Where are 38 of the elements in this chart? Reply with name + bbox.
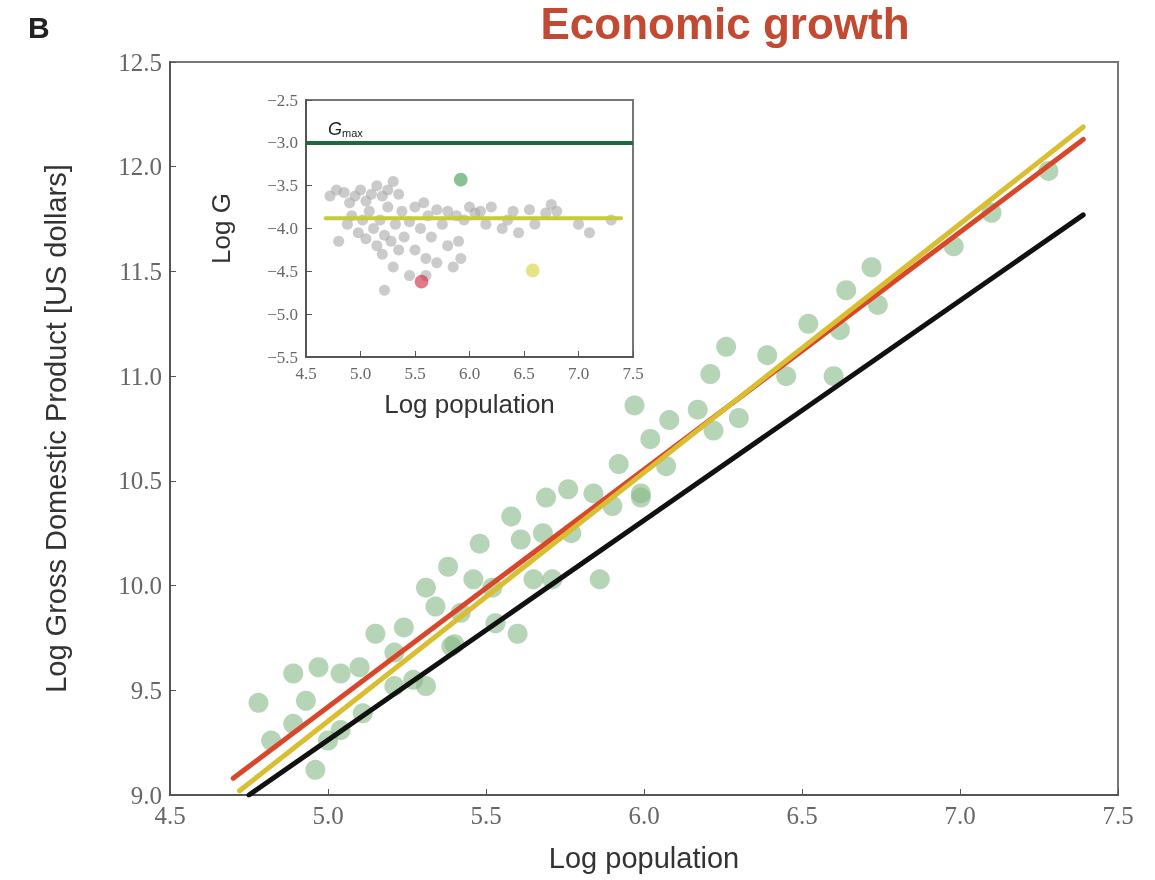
x-tick-label: 7.0 — [567, 364, 590, 383]
x-axis-title: Log population — [384, 389, 555, 419]
y-tick-label: −3.0 — [267, 133, 298, 153]
text: B — [28, 10, 50, 44]
x-tick-label: 7.0 — [944, 802, 976, 829]
y-axis-title: Log Gross Domestic Product [US dollars] — [39, 164, 72, 693]
y-tick-label: 10.5 — [118, 467, 162, 495]
point — [453, 172, 468, 187]
x-axis-title: Log population — [548, 841, 740, 874]
y-tick-label: 10.0 — [118, 572, 162, 600]
x-tick-label: 6.0 — [458, 364, 481, 383]
x-tick-label: 5.5 — [404, 364, 426, 383]
y-tick-label: 9.0 — [130, 781, 162, 809]
x-tick-label: 5.0 — [349, 364, 372, 383]
y-tick-label: 11.5 — [119, 257, 162, 285]
y-tick-label: 9.5 — [130, 676, 162, 704]
x-tick-label: 6.5 — [513, 364, 535, 383]
x-tick-label: 6.0 — [628, 802, 660, 829]
x-tick-label: 5.5 — [470, 802, 502, 829]
y-tick-label: −5.5 — [267, 347, 298, 367]
x-tick-label: 7.5 — [622, 364, 644, 383]
y-tick-label: −2.5 — [267, 90, 298, 110]
x-tick-label: 6.5 — [786, 802, 818, 829]
y-tick-label: 12.5 — [118, 48, 162, 76]
x-tick-label: 5.0 — [312, 802, 344, 829]
x-tick-label: 4.5 — [295, 364, 317, 383]
y-tick-label: −3.5 — [267, 176, 298, 196]
point — [525, 263, 540, 278]
y-tick-label: 12.0 — [118, 153, 162, 181]
point — [414, 274, 429, 289]
chart-title: Economic growth — [540, 0, 910, 48]
y-tick-label: −4.0 — [267, 219, 298, 238]
y-tick-label: −5.0 — [267, 304, 298, 324]
ref-line-label: Gmax — [328, 119, 364, 140]
y-axis-title: Log G — [206, 193, 236, 264]
y-tick-label: −4.5 — [267, 261, 298, 281]
y-tick-label: 11.0 — [119, 362, 162, 390]
x-tick-label: 7.5 — [1102, 802, 1134, 829]
